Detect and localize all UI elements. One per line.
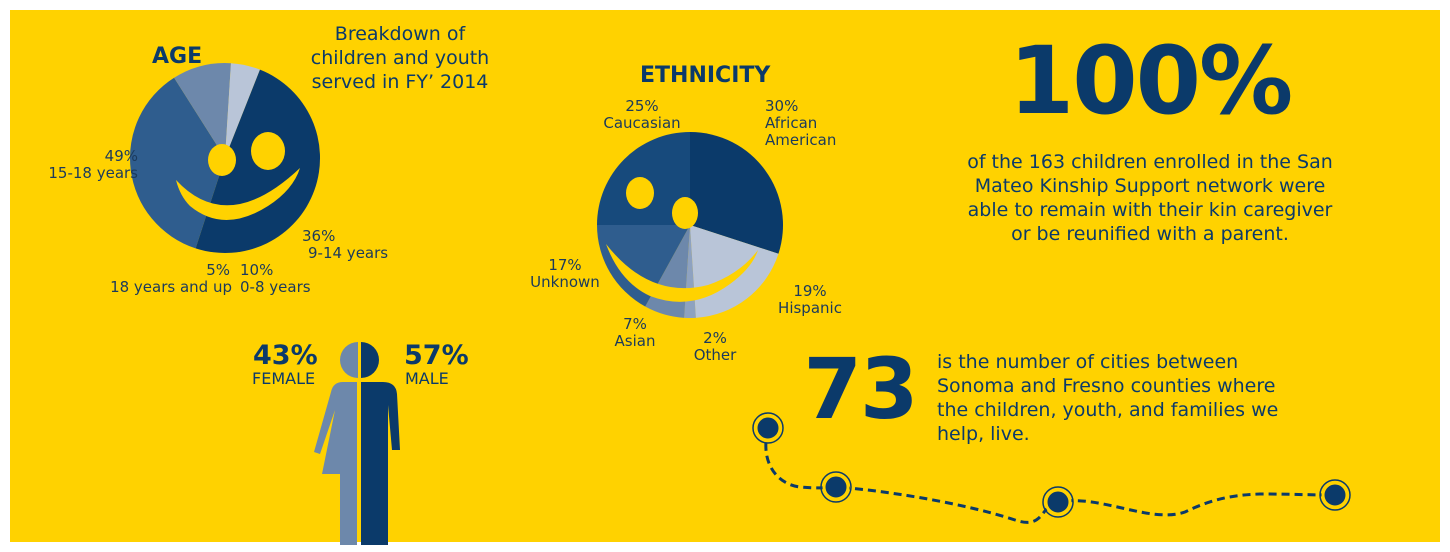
- eth-name-caucasian: Caucasian: [603, 114, 681, 132]
- eth-name-asian: Asian: [614, 332, 656, 350]
- route-dot-ring: [820, 471, 852, 503]
- left-eye-icon: [626, 177, 654, 209]
- pie-slice-18-years-and-up: [225, 63, 260, 158]
- male-percent: 57%: [404, 340, 469, 371]
- eth-label-hispanic: 19% Hispanic: [765, 283, 855, 317]
- eth-label-caucasian: 25% Caucasian: [602, 98, 682, 132]
- pie-slice-0-8-years: [174, 63, 231, 158]
- age-range-9-14: 9-14 years: [308, 244, 389, 262]
- left-eye-icon: [208, 144, 236, 176]
- female-percent: 43%: [253, 340, 318, 371]
- right-eye-icon: [672, 197, 698, 229]
- eth-pct-hispanic: 19%: [793, 282, 827, 300]
- cities-route: [752, 412, 1351, 524]
- eth-pct-asian: 7%: [623, 315, 647, 333]
- smile-icon: [176, 168, 300, 220]
- age-label-15-18: 49% 15-18 years: [30, 148, 138, 182]
- female-head-half: [340, 342, 358, 378]
- age-pie-chart: [130, 63, 321, 254]
- eth-label-other: 2% Other: [690, 330, 740, 364]
- eth-name-african-american: African American: [765, 114, 837, 149]
- eth-label-asian: 7% Asian: [610, 316, 660, 350]
- ethnicity-pie-chart: [597, 132, 784, 319]
- enrolled-stat-description: of the 163 children enrolled in the San …: [967, 151, 1333, 245]
- route-dot-ring: [1042, 486, 1074, 518]
- age-pct-9-14: 36%: [302, 227, 336, 245]
- route-dot: [1044, 488, 1072, 516]
- age-label-9-14: 36% 9-14 years: [302, 228, 388, 262]
- gender-figure: [314, 342, 400, 545]
- eth-pct-african-american: 30%: [765, 97, 799, 115]
- right-eye-icon: [251, 132, 285, 170]
- eth-name-unknown: Unknown: [530, 273, 600, 291]
- age-range-18-up: 18 years and up: [110, 278, 232, 296]
- route-dot: [822, 473, 850, 501]
- age-chart-title: AGE: [152, 44, 203, 69]
- route-dot: [1321, 481, 1349, 509]
- male-label: MALE: [405, 369, 449, 388]
- cities-stat-description: is the number of cities between Sonoma a…: [937, 351, 1279, 445]
- enrolled-stat-value: 100%: [1008, 27, 1293, 136]
- eth-label-african-american: 30% African American: [765, 98, 855, 149]
- pie-slice-unknown: [597, 225, 690, 307]
- male-head-half: [361, 342, 379, 378]
- eth-name-other: Other: [693, 346, 737, 364]
- route-dot-ring: [752, 412, 784, 444]
- male-body-half: [361, 382, 400, 545]
- smile-icon: [606, 244, 758, 302]
- age-label-0-8: 10% 0-8 years: [240, 262, 311, 296]
- age-pct-0-8: 10%: [240, 261, 274, 279]
- pie-slice-african-american: [690, 132, 784, 254]
- cities-stat-value: 73: [803, 340, 919, 438]
- route-dot: [754, 414, 782, 442]
- age-range-0-8: 0-8 years: [240, 278, 311, 296]
- eth-pct-other: 2%: [703, 329, 727, 347]
- ethnicity-chart-title: ETHNICITY: [640, 63, 771, 88]
- female-body-half: [314, 382, 357, 545]
- age-pct-18-up: 5%: [206, 261, 230, 279]
- eth-pct-caucasian: 25%: [625, 97, 659, 115]
- age-label-18-up: 5% 18 years and up: [80, 262, 232, 296]
- eth-name-hispanic: Hispanic: [778, 299, 842, 317]
- eth-label-unknown: 17% Unknown: [520, 257, 610, 291]
- route-dashed-line: [764, 429, 1336, 524]
- female-label: FEMALE: [252, 369, 316, 388]
- chart-subtitle: Breakdown of children and youth served i…: [310, 23, 490, 93]
- age-pct-15-18: 49%: [104, 147, 138, 165]
- route-dot-ring: [1319, 479, 1351, 511]
- age-range-15-18: 15-18 years: [48, 164, 138, 182]
- eth-pct-unknown: 17%: [548, 256, 582, 274]
